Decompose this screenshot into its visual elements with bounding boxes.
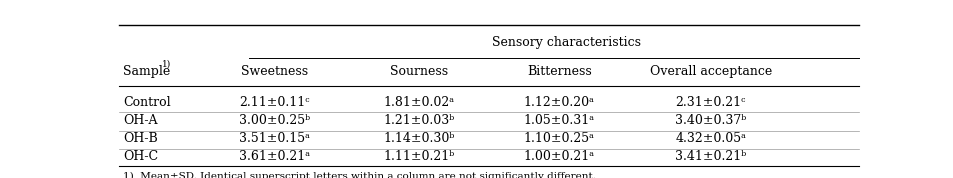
Text: 4.32±0.05ᵃ: 4.32±0.05ᵃ — [675, 132, 745, 145]
Text: 3.40±0.37ᵇ: 3.40±0.37ᵇ — [675, 114, 745, 127]
Text: 1)  Mean±SD. Identical superscript letters within a column are not significantly: 1) Mean±SD. Identical superscript letter… — [123, 172, 596, 178]
Text: Overall acceptance: Overall acceptance — [649, 65, 771, 78]
Text: 1.81±0.02ᵃ: 1.81±0.02ᵃ — [383, 96, 454, 109]
Text: 1.00±0.21ᵃ: 1.00±0.21ᵃ — [523, 150, 594, 163]
Text: 2.31±0.21ᶜ: 2.31±0.21ᶜ — [675, 96, 745, 109]
Text: OH-A: OH-A — [123, 114, 157, 127]
Text: 2.11±0.11ᶜ: 2.11±0.11ᶜ — [239, 96, 310, 109]
Text: Bitterness: Bitterness — [526, 65, 591, 78]
Text: 1.14±0.30ᵇ: 1.14±0.30ᵇ — [382, 132, 454, 145]
Text: 1.21±0.03ᵇ: 1.21±0.03ᵇ — [383, 114, 454, 127]
Text: 1): 1) — [162, 59, 172, 68]
Text: OH-C: OH-C — [123, 150, 158, 163]
Text: 1.10±0.25ᵃ: 1.10±0.25ᵃ — [523, 132, 594, 145]
Text: Sensory characteristics: Sensory characteristics — [492, 36, 640, 49]
Text: 1.12±0.20ᵃ: 1.12±0.20ᵃ — [523, 96, 594, 109]
Text: 1.11±0.21ᵇ: 1.11±0.21ᵇ — [383, 150, 454, 163]
Text: 3.41±0.21ᵇ: 3.41±0.21ᵇ — [675, 150, 745, 163]
Text: Sourness: Sourness — [389, 65, 447, 78]
Text: Sample: Sample — [123, 65, 170, 78]
Text: 3.51±0.15ᵃ: 3.51±0.15ᵃ — [239, 132, 310, 145]
Text: 3.61±0.21ᵃ: 3.61±0.21ᵃ — [238, 150, 310, 163]
Text: Sweetness: Sweetness — [241, 65, 308, 78]
Text: 3.00±0.25ᵇ: 3.00±0.25ᵇ — [238, 114, 310, 127]
Text: Control: Control — [123, 96, 171, 109]
Text: 1.05±0.31ᵃ: 1.05±0.31ᵃ — [523, 114, 594, 127]
Text: OH-B: OH-B — [123, 132, 157, 145]
